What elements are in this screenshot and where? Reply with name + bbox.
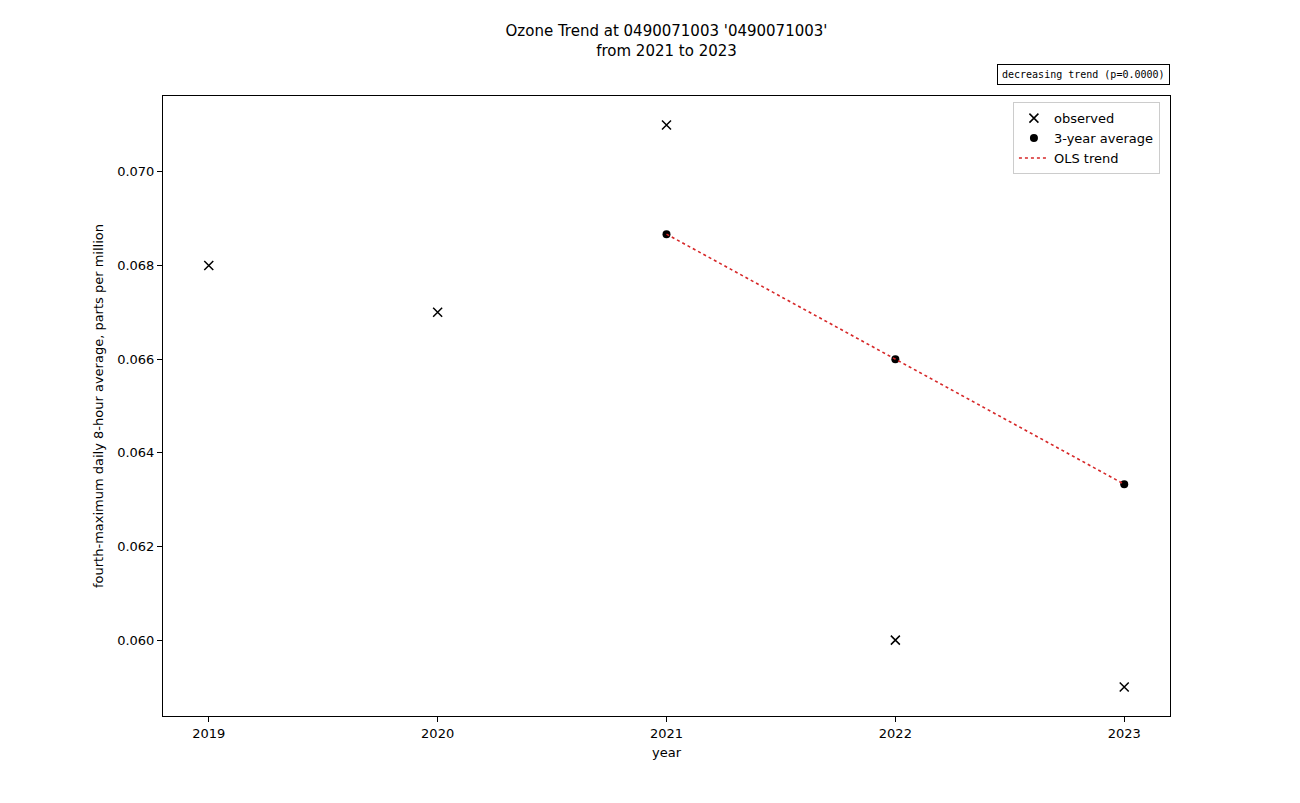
- svg-text:2022: 2022: [879, 726, 912, 741]
- svg-text:2019: 2019: [192, 726, 225, 741]
- svg-text:2020: 2020: [421, 726, 454, 741]
- svg-text:0.060: 0.060: [117, 633, 154, 648]
- svg-text:2023: 2023: [1108, 726, 1141, 741]
- svg-text:2021: 2021: [650, 726, 683, 741]
- svg-text:0.062: 0.062: [117, 539, 154, 554]
- svg-text:observed: observed: [1054, 111, 1114, 126]
- svg-text:0.070: 0.070: [117, 164, 154, 179]
- svg-text:year: year: [652, 745, 682, 760]
- svg-text:0.066: 0.066: [117, 352, 154, 367]
- svg-text:OLS trend: OLS trend: [1054, 151, 1119, 166]
- svg-text:0.064: 0.064: [117, 445, 154, 460]
- svg-text:decreasing trend (p=0.0000): decreasing trend (p=0.0000): [1002, 69, 1165, 80]
- svg-text:Ozone Trend at 0490071003 '049: Ozone Trend at 0490071003 '0490071003'fr…: [506, 22, 828, 60]
- svg-text:3-year average: 3-year average: [1054, 131, 1153, 146]
- svg-text:0.068: 0.068: [117, 258, 154, 273]
- svg-text:fourth-maximum daily 8-hour av: fourth-maximum daily 8-hour average, par…: [91, 224, 106, 588]
